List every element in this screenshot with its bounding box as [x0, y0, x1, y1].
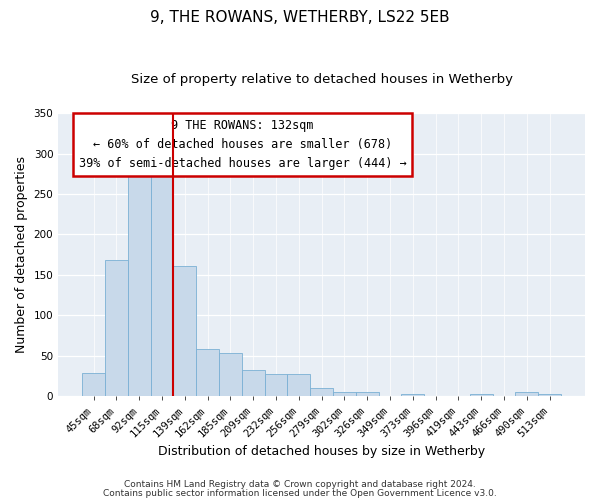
Bar: [219, 354, 242, 397]
Text: Contains public sector information licensed under the Open Government Licence v3: Contains public sector information licen…: [103, 489, 497, 498]
Bar: [287, 374, 310, 396]
X-axis label: Distribution of detached houses by size in Wetherby: Distribution of detached houses by size …: [158, 444, 485, 458]
Bar: [265, 374, 287, 396]
Bar: [515, 392, 538, 396]
Bar: [401, 394, 424, 396]
Bar: [128, 172, 151, 396]
Bar: [173, 266, 196, 396]
Text: Contains HM Land Registry data © Crown copyright and database right 2024.: Contains HM Land Registry data © Crown c…: [124, 480, 476, 489]
Text: 9, THE ROWANS, WETHERBY, LS22 5EB: 9, THE ROWANS, WETHERBY, LS22 5EB: [150, 10, 450, 25]
Bar: [333, 392, 356, 396]
Title: Size of property relative to detached houses in Wetherby: Size of property relative to detached ho…: [131, 72, 512, 86]
Y-axis label: Number of detached properties: Number of detached properties: [15, 156, 28, 353]
Bar: [82, 373, 105, 396]
Bar: [470, 394, 493, 396]
Text: 9 THE ROWANS: 132sqm
← 60% of detached houses are smaller (678)
39% of semi-deta: 9 THE ROWANS: 132sqm ← 60% of detached h…: [79, 118, 406, 170]
Bar: [196, 350, 219, 397]
Bar: [151, 163, 173, 396]
Bar: [356, 392, 379, 396]
Bar: [242, 370, 265, 396]
Bar: [538, 394, 561, 396]
Bar: [105, 260, 128, 396]
Bar: [310, 388, 333, 396]
